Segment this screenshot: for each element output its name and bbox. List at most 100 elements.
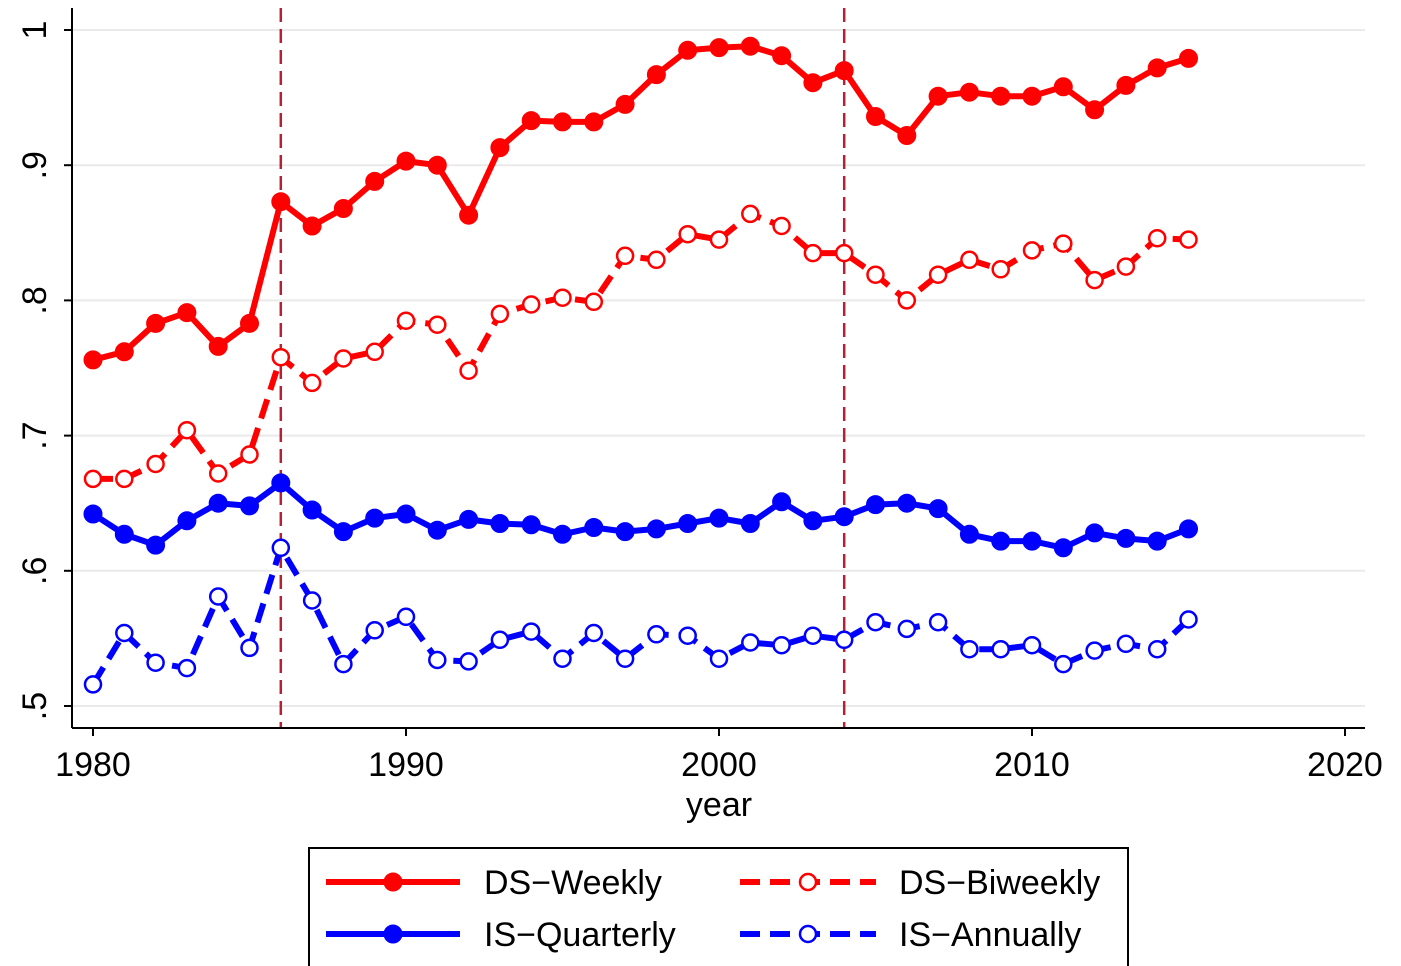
point-ds-weekly-2005 xyxy=(866,107,885,126)
point-is-quarterly-1988 xyxy=(333,522,353,542)
point-ds-biweekly-1984 xyxy=(208,464,228,483)
point-ds-weekly-2012 xyxy=(1085,100,1105,120)
point-is-annually-1991 xyxy=(428,650,447,670)
point-ds-biweekly-2002 xyxy=(772,216,791,236)
point-ds-biweekly-1983 xyxy=(177,420,197,440)
point-ds-biweekly-2014 xyxy=(1147,228,1167,248)
point-ds-biweekly-1980 xyxy=(83,469,103,489)
point-ds-biweekly-1990 xyxy=(396,311,416,330)
point-is-annually-1980 xyxy=(83,675,103,694)
series-ds-biweekly xyxy=(83,204,1198,489)
y-tick-label-5: 1 xyxy=(16,21,54,40)
x-tick-label-4: 2020 xyxy=(1307,746,1383,784)
point-is-quarterly-1992 xyxy=(459,509,479,529)
point-is-quarterly-2015 xyxy=(1179,519,1198,539)
point-ds-weekly-1989 xyxy=(365,171,385,191)
point-ds-weekly-2000 xyxy=(709,38,729,58)
y-tick-label-2: .7 xyxy=(16,421,54,449)
point-ds-biweekly-2015 xyxy=(1179,230,1198,249)
point-ds-biweekly-1991 xyxy=(428,315,447,334)
point-ds-biweekly-1989 xyxy=(365,342,384,362)
point-ds-weekly-1999 xyxy=(678,40,698,60)
point-is-annually-1982 xyxy=(146,653,165,672)
point-ds-biweekly-1985 xyxy=(240,445,259,464)
point-is-quarterly-1997 xyxy=(615,522,635,542)
x-axis-title: year xyxy=(686,786,752,824)
point-ds-weekly-2013 xyxy=(1116,75,1136,95)
point-ds-weekly-1981 xyxy=(114,342,134,362)
point-is-quarterly-1981 xyxy=(114,524,134,544)
point-is-quarterly-1985 xyxy=(240,496,259,516)
point-ds-weekly-1980 xyxy=(83,350,103,370)
y-tick-label-1: .6 xyxy=(16,557,54,585)
point-ds-weekly-1997 xyxy=(615,94,635,114)
point-is-annually-1981 xyxy=(115,623,134,643)
point-ds-weekly-1994 xyxy=(521,111,541,131)
x-tick-label-3: 2010 xyxy=(994,746,1070,784)
point-is-annually-1996 xyxy=(584,623,604,643)
point-ds-biweekly-2006 xyxy=(897,291,917,310)
point-is-quarterly-1983 xyxy=(177,511,197,531)
point-is-annually-1994 xyxy=(521,622,541,641)
point-is-quarterly-1980 xyxy=(83,504,103,524)
point-ds-weekly-1983 xyxy=(177,303,197,323)
point-ds-weekly-2011 xyxy=(1053,77,1073,97)
point-ds-biweekly-2000 xyxy=(709,230,729,249)
point-is-annually-2005 xyxy=(866,612,885,632)
point-is-annually-2011 xyxy=(1054,654,1073,674)
point-is-quarterly-2002 xyxy=(772,492,792,512)
point-ds-weekly-1988 xyxy=(333,199,353,218)
point-is-quarterly-1982 xyxy=(146,535,166,555)
point-is-quarterly-2005 xyxy=(866,495,885,515)
point-is-quarterly-1998 xyxy=(646,519,666,539)
point-ds-biweekly-1994 xyxy=(521,295,541,314)
series-line-is-annually xyxy=(90,544,1191,686)
point-is-quarterly-2007 xyxy=(928,499,948,519)
point-is-annually-2006 xyxy=(897,619,917,639)
point-is-quarterly-2008 xyxy=(959,524,979,544)
point-is-annually-2015 xyxy=(1179,610,1198,629)
y-tick-label-4: .9 xyxy=(16,151,54,179)
point-is-quarterly-2001 xyxy=(740,514,760,533)
point-ds-biweekly-1981 xyxy=(115,469,134,489)
point-is-quarterly-1987 xyxy=(302,500,322,520)
point-ds-weekly-1992 xyxy=(459,205,479,225)
point-is-quarterly-2006 xyxy=(897,493,917,513)
point-ds-biweekly-2013 xyxy=(1116,257,1136,276)
point-ds-weekly-1984 xyxy=(208,336,228,356)
axes: .5 .6 .7 .8 .9 1 1980 1990 2000 2010 2020 xyxy=(16,8,1383,784)
y-tick-label-0: .5 xyxy=(16,692,54,720)
point-is-annually-2012 xyxy=(1085,641,1104,660)
point-ds-weekly-2002 xyxy=(772,46,792,66)
point-is-quarterly-2011 xyxy=(1053,538,1073,558)
legend-label: DS−Weekly xyxy=(484,864,662,902)
legend: DS−Weekly DS−Biweekly IS−Quarterly IS−Annua… xyxy=(308,847,1129,966)
point-is-quarterly-2013 xyxy=(1116,528,1136,548)
point-is-quarterly-2009 xyxy=(991,531,1011,551)
point-is-quarterly-1989 xyxy=(365,508,385,528)
point-ds-biweekly-1987 xyxy=(302,373,322,393)
legend-entry-ds-biweekly: DS−Biweekly xyxy=(740,864,1100,902)
point-ds-biweekly-1992 xyxy=(459,361,478,380)
point-is-annually-2013 xyxy=(1116,634,1136,654)
point-ds-biweekly-2011 xyxy=(1054,234,1073,253)
point-is-annually-1995 xyxy=(553,649,572,668)
point-ds-biweekly-2012 xyxy=(1085,270,1104,290)
point-is-annually-1986 xyxy=(271,538,291,558)
point-ds-weekly-1982 xyxy=(146,313,166,333)
point-is-quarterly-1996 xyxy=(584,518,604,537)
point-ds-biweekly-1982 xyxy=(146,454,165,474)
point-is-annually-2003 xyxy=(803,626,823,645)
point-is-quarterly-2010 xyxy=(1022,531,1042,551)
point-is-annually-2007 xyxy=(928,612,948,632)
point-is-annually-1985 xyxy=(240,638,259,658)
point-ds-weekly-1993 xyxy=(490,138,510,158)
point-ds-weekly-2009 xyxy=(991,86,1011,106)
reference-lines xyxy=(279,8,846,728)
point-is-quarterly-1994 xyxy=(521,515,541,535)
point-ds-biweekly-2003 xyxy=(803,243,823,263)
series-layer xyxy=(83,36,1198,694)
x-tick-label-0: 1980 xyxy=(55,746,131,784)
point-is-annually-1988 xyxy=(334,654,353,674)
